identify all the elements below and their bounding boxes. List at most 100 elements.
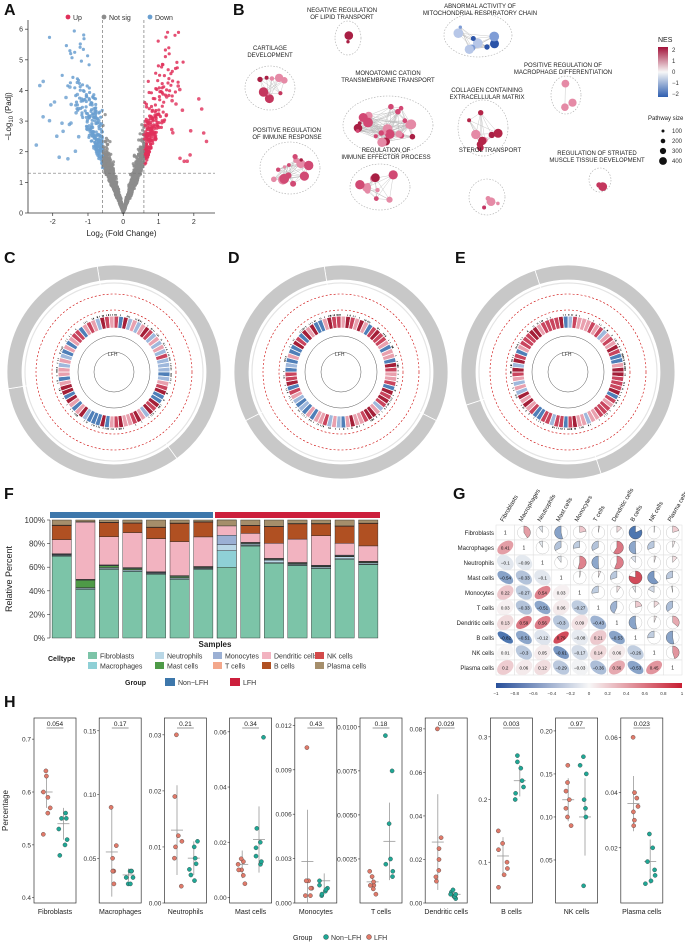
volcano-point [108,140,112,144]
bar-segment [193,521,214,538]
volcano-point [68,85,72,89]
bar-segment [264,519,284,527]
volcano-point [141,157,146,161]
volcano-point [91,95,95,99]
correlation-pie [653,555,657,563]
volcano-point [119,203,123,207]
volcano-point [151,96,155,101]
y-tick-label: 80% [29,540,45,549]
correlation-ellipse [496,599,514,616]
pathway-node [274,73,284,83]
volcano-plot: Up Not sig Down -2 -1 0 1 2 0 1 2 3 4 5 6 Log2 (Fold C… [4,14,215,240]
correlation-value: 1 [504,531,507,537]
volcano-point [90,122,94,126]
correlation-pie [648,585,655,593]
volcano-point [92,144,96,148]
pathway-node [398,105,404,111]
correlation-pie [628,525,643,540]
volcano-point [164,113,169,117]
volcano-point [129,188,133,192]
cluster-edge [469,120,499,134]
data-point [453,892,458,897]
colorbar-tick-label: −0.4 [547,691,556,696]
correlation-colorbar [496,683,682,688]
correlation-ellipse [516,616,532,629]
data-point [172,855,177,861]
volcano-point [78,42,82,46]
volcano-point [135,178,139,182]
cluster-label: COLLAGEN CONTAINING EXTRACELLULAR MATRIX [450,88,525,101]
panel-letter-d: D [228,250,240,267]
volcano-point [204,139,209,144]
data-point [108,805,114,810]
correlation-value: 0.22 [501,591,510,596]
bar-segment [51,525,72,540]
col-label: NK cells [649,501,665,523]
correlation-ellipse [646,660,663,675]
correlation-pie [672,645,680,659]
volcano-point [81,99,85,103]
data-point [41,832,46,837]
celltype-swatch [315,652,324,659]
volcano-point [85,120,89,124]
p-value: 0.21 [179,721,192,728]
volcano-point [142,143,146,147]
pathway-node [257,76,263,83]
cluster-label: MONOATOMIC CATION TRANSMEMBRANE TRANSPORT [341,71,435,84]
volcano-point [141,128,145,132]
volcano-point [147,150,151,154]
circos-outer-segment [534,264,676,475]
circos-guide-ring [278,309,404,435]
volcano-point [76,134,81,139]
volcano-point [87,86,91,90]
volcano-point [97,155,101,159]
data-point [565,814,570,820]
y-tick-label: 3 [19,119,23,126]
bar-segment [122,532,143,568]
bar-segment [287,565,308,639]
correlation-value: −0.27 [574,606,586,611]
cluster-outline [550,75,582,115]
volcano-point [90,118,94,122]
pathway-node [355,180,365,190]
pathway-node [388,170,398,180]
correlation-pie [653,600,660,608]
facet-frame [229,717,272,904]
volcano-point [156,64,160,68]
correlation-ellipse [590,615,607,630]
volcano-point [111,169,116,173]
correlation-ellipse [534,629,551,646]
correlation-value: 0.06 [613,651,622,656]
data-point [261,735,266,740]
colorbar-tick-label: −0.6 [529,691,538,696]
volcano-point [147,140,151,144]
volcano-point [88,90,92,95]
volcano-point [173,33,177,37]
volcano-point [174,102,178,106]
pathway-cluster: POSITIVE REGULATION OF IMMUNE RESPONSE [252,128,322,195]
volcano-point [137,174,141,178]
pathway-node [561,79,570,88]
stacked-bar [169,519,190,639]
col-label: Neutrophils [537,494,557,523]
volcano-point [141,149,145,153]
stacked-bar [75,519,96,639]
correlation-pie [672,555,678,563]
volcano-point [157,108,161,112]
pathway-node [279,173,290,184]
data-point [433,874,439,880]
volcano-point [76,106,81,111]
correlation-value: −0.36 [593,666,605,671]
bar-segment [287,523,308,540]
colorbar-tick-label: −1 [493,691,499,696]
pathway-cluster: ABNORMAL ACTIVITY OF MITOCHONDRIAL RESPIR… [423,4,537,58]
pathway-node [496,201,500,206]
correlation-value: −0.3 [519,651,528,656]
data-point [323,887,329,892]
volcano-point [153,110,157,114]
data-point [504,859,510,865]
volcano-point [110,180,114,184]
pathway-node [264,94,274,104]
correlation-ellipse [608,644,626,661]
data-point [369,874,375,879]
